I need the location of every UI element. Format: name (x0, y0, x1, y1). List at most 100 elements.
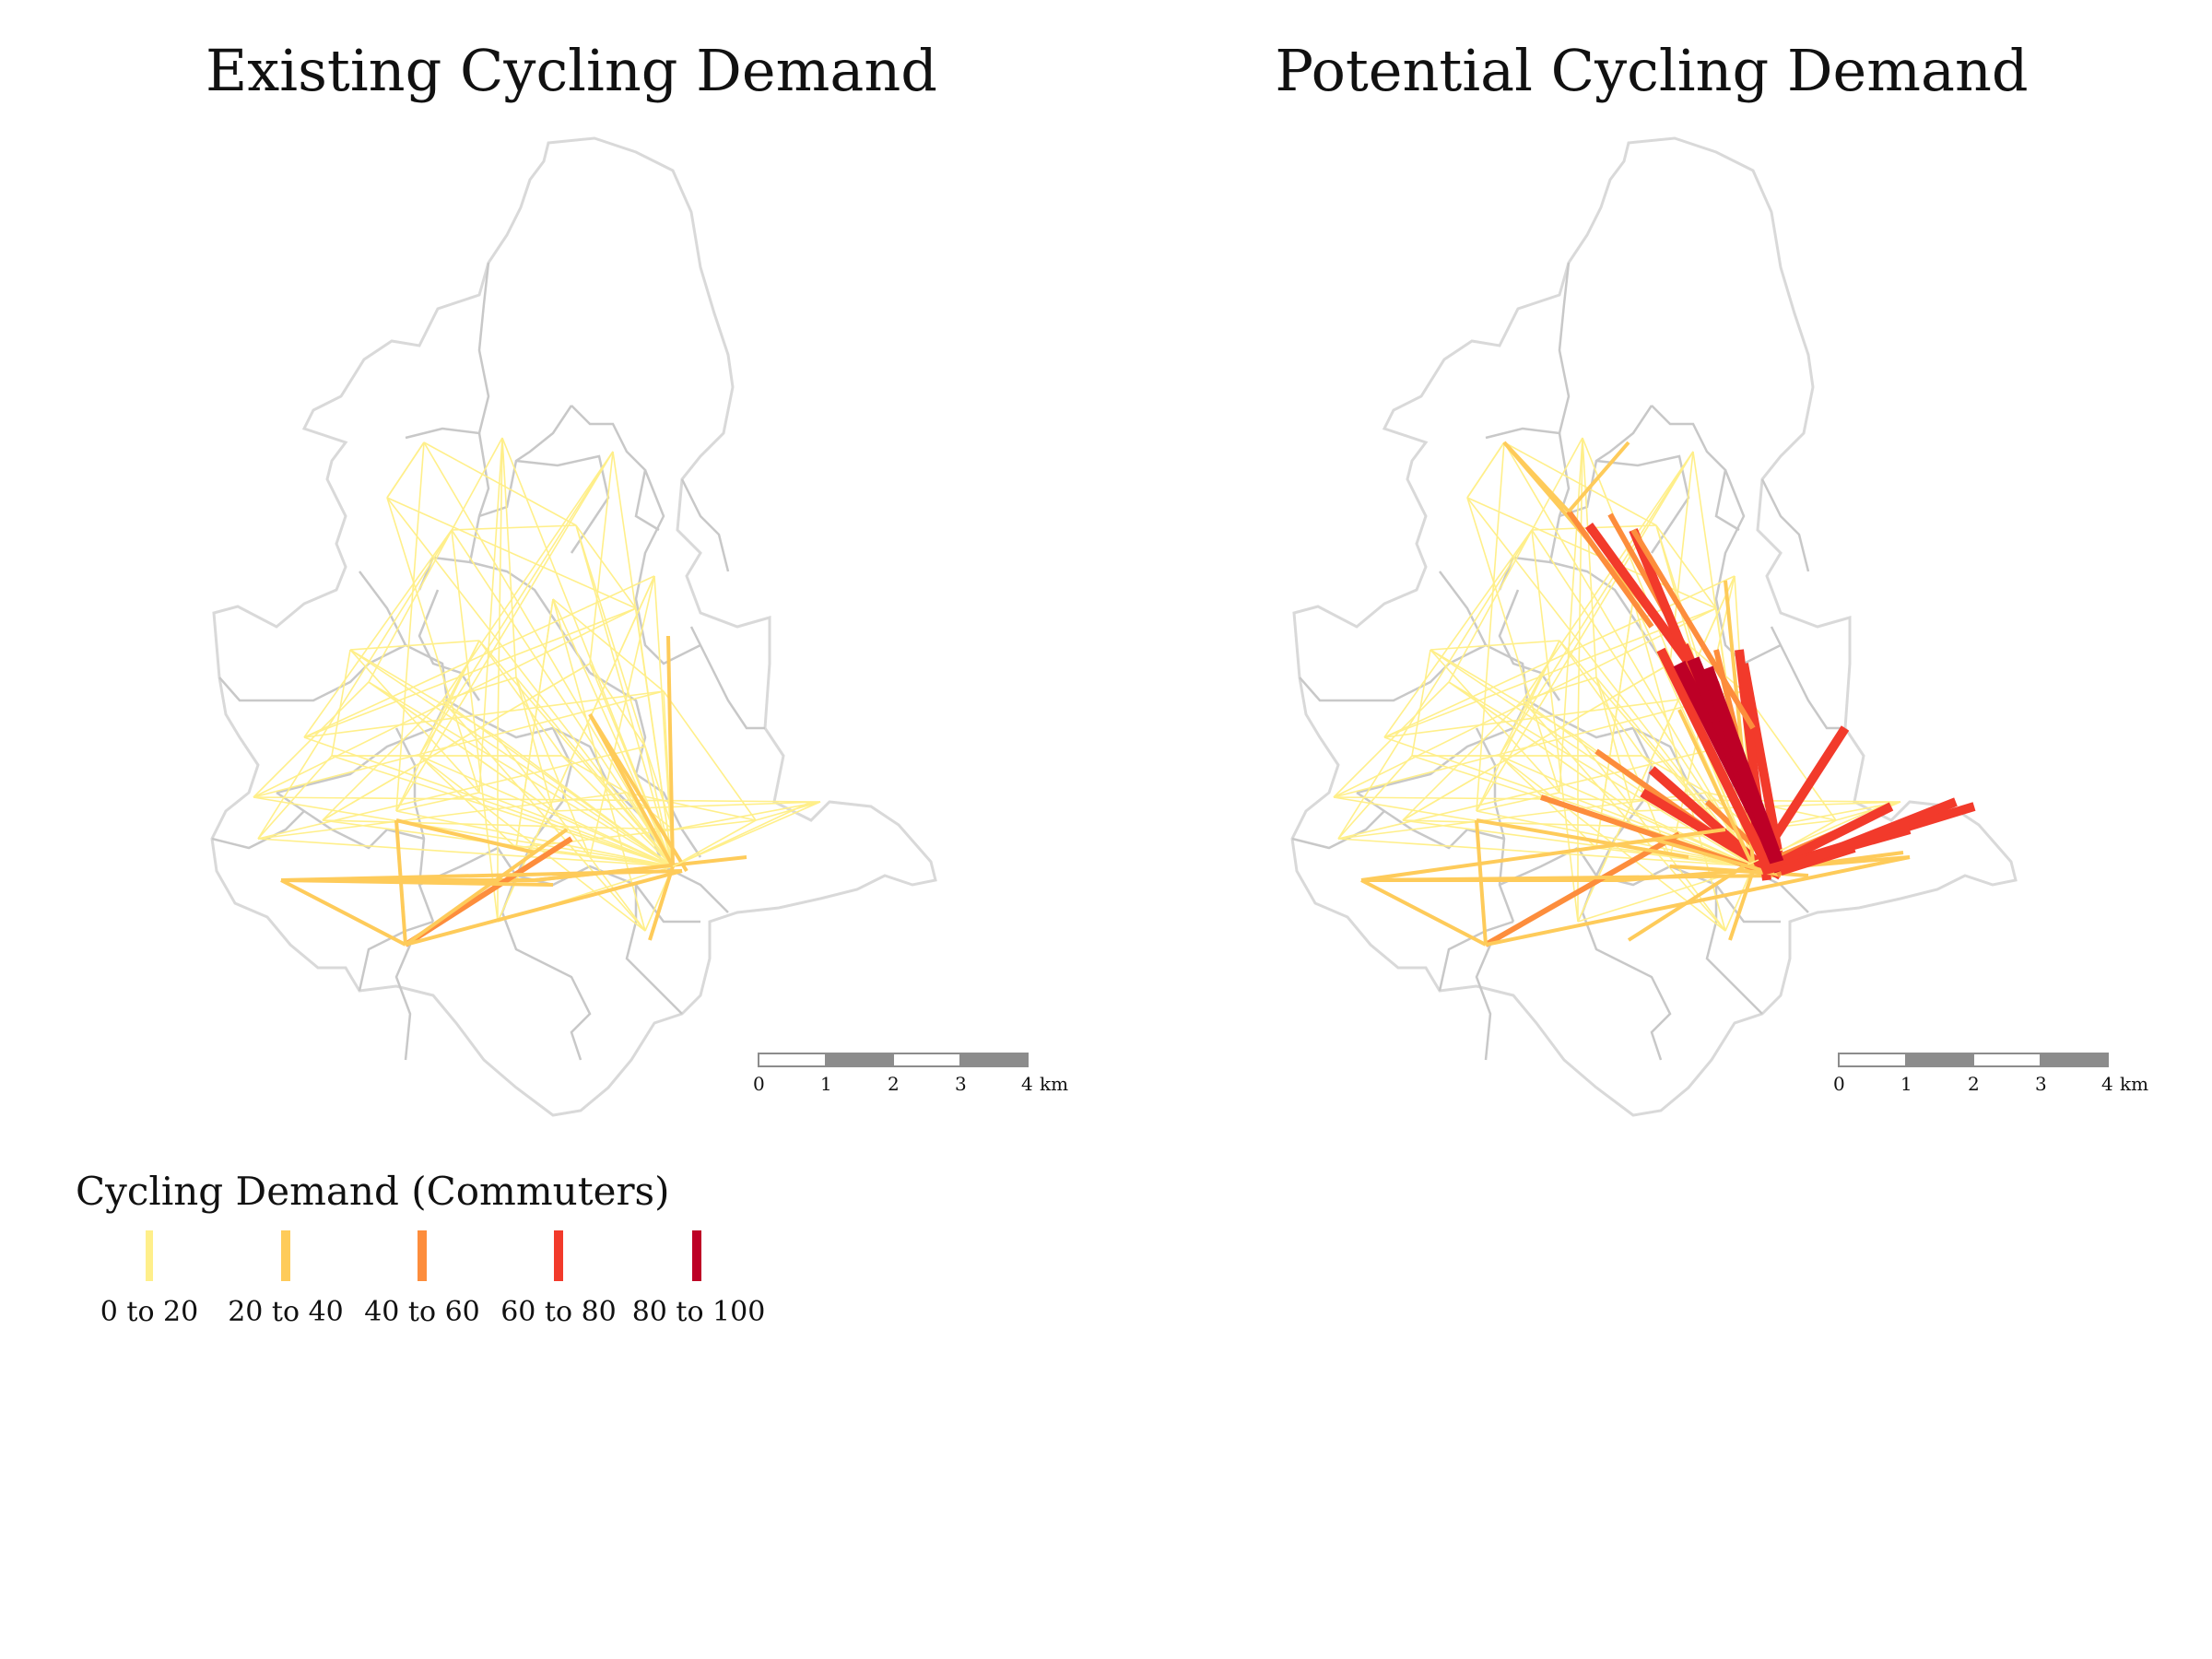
flow-line (1485, 855, 1911, 947)
flow-line (331, 755, 674, 867)
flow-line (552, 598, 646, 932)
flow-line (1466, 497, 1754, 867)
flow-line (1641, 755, 1708, 794)
flow-line (552, 810, 674, 867)
scale-tick-3: 3 (955, 1073, 967, 1095)
flow-line (552, 801, 821, 812)
legend-label-20-40: 20 to 40 (228, 1296, 344, 1328)
scale-tick-4: 4 (1021, 1073, 1033, 1095)
flow-line (386, 497, 674, 867)
flow-line (515, 677, 554, 812)
legend-label-80-100: 80 to 100 (631, 1296, 766, 1328)
flow-line (349, 649, 674, 867)
flow-line (395, 640, 480, 812)
panel-title-existing: Existing Cycling Demand (206, 37, 937, 104)
flow-line (1779, 797, 1958, 876)
flow-line (1360, 828, 1726, 882)
flow-line (386, 441, 425, 499)
scale-tick-1: 1 (820, 1073, 832, 1095)
flow-line (1559, 792, 1754, 867)
flow-line (1743, 690, 1837, 821)
flow-line (575, 524, 637, 609)
flow-line (644, 746, 674, 867)
flow-line (441, 451, 614, 701)
scale-tick-2: 2 (888, 1073, 900, 1095)
flow-line (515, 598, 554, 849)
flow-line (395, 818, 535, 854)
flow-line (405, 869, 683, 947)
flow-line (1333, 796, 1901, 803)
scale-tick-0: 0 (1833, 1073, 1845, 1095)
flow-line (253, 796, 674, 867)
flow-line (1595, 598, 1634, 849)
scale-tick-3: 3 (2035, 1073, 2047, 1095)
flow-line (253, 796, 821, 803)
flow-line (552, 598, 674, 867)
flow-line (478, 792, 674, 867)
flow-line (552, 598, 665, 692)
flow-line (1559, 437, 1583, 794)
flow-line (1448, 681, 1634, 812)
flow-line (1651, 837, 1782, 877)
flow-line (1522, 677, 1597, 701)
flow-line (1502, 441, 1571, 513)
flow-line (663, 690, 757, 821)
flow-line (418, 755, 674, 867)
flow-line (1402, 663, 1671, 821)
flow-line (588, 712, 688, 873)
flow-line (672, 801, 812, 867)
legend-swatches (146, 1230, 701, 1281)
flow-line (1476, 640, 1560, 812)
flow-line (1577, 437, 1583, 738)
flow-line (451, 524, 577, 531)
scale-tick-4: 4 (2101, 1073, 2113, 1095)
flow-line (441, 677, 517, 701)
flow-line (515, 677, 674, 867)
flow-line (451, 529, 499, 923)
flow-line (280, 878, 406, 947)
flow-line (1383, 529, 1533, 738)
flow-line (395, 441, 425, 812)
flow-line (561, 755, 674, 867)
flow-line (303, 529, 453, 738)
scale-tick-1: 1 (1900, 1073, 1912, 1095)
flow-line (1632, 810, 1754, 867)
flow-line (1595, 677, 1634, 812)
flow-line (534, 865, 665, 882)
flow-line (1567, 441, 1630, 513)
flow-line (1656, 647, 1771, 869)
flow-line (303, 736, 674, 867)
legend-label-60-80: 60 to 80 (500, 1296, 617, 1328)
flow-line (635, 607, 674, 867)
flow-line (331, 649, 351, 757)
flow-line (589, 575, 655, 858)
flow-line (280, 878, 554, 887)
flow-line (478, 437, 503, 794)
flow-line (1640, 788, 1783, 880)
flow-line (1466, 441, 1505, 499)
flow-line (1582, 437, 1597, 678)
flow-line (395, 792, 480, 812)
flow-line (441, 700, 646, 932)
flow-line (672, 819, 757, 867)
flow-line (1337, 746, 1726, 840)
flow-line (589, 856, 646, 932)
flow-line (257, 529, 453, 840)
flow-line (589, 451, 614, 665)
flow-line (368, 681, 554, 812)
flow-line (1337, 529, 1533, 840)
flow-line (1466, 497, 1717, 609)
flow-line (666, 635, 675, 867)
flow-line (497, 437, 503, 738)
flow-line (1360, 878, 1487, 947)
legend-label-40-60: 40 to 60 (364, 1296, 480, 1328)
flow-line (1655, 524, 1717, 609)
flow-line (648, 865, 675, 941)
scale-labels-right: 0 1 2 3 4 km (1833, 1073, 2148, 1095)
flow-line (418, 755, 646, 932)
flow-line (1430, 640, 1560, 651)
flow-line (1476, 441, 1505, 812)
flow-line (501, 437, 517, 678)
flow-line (1333, 681, 1450, 798)
